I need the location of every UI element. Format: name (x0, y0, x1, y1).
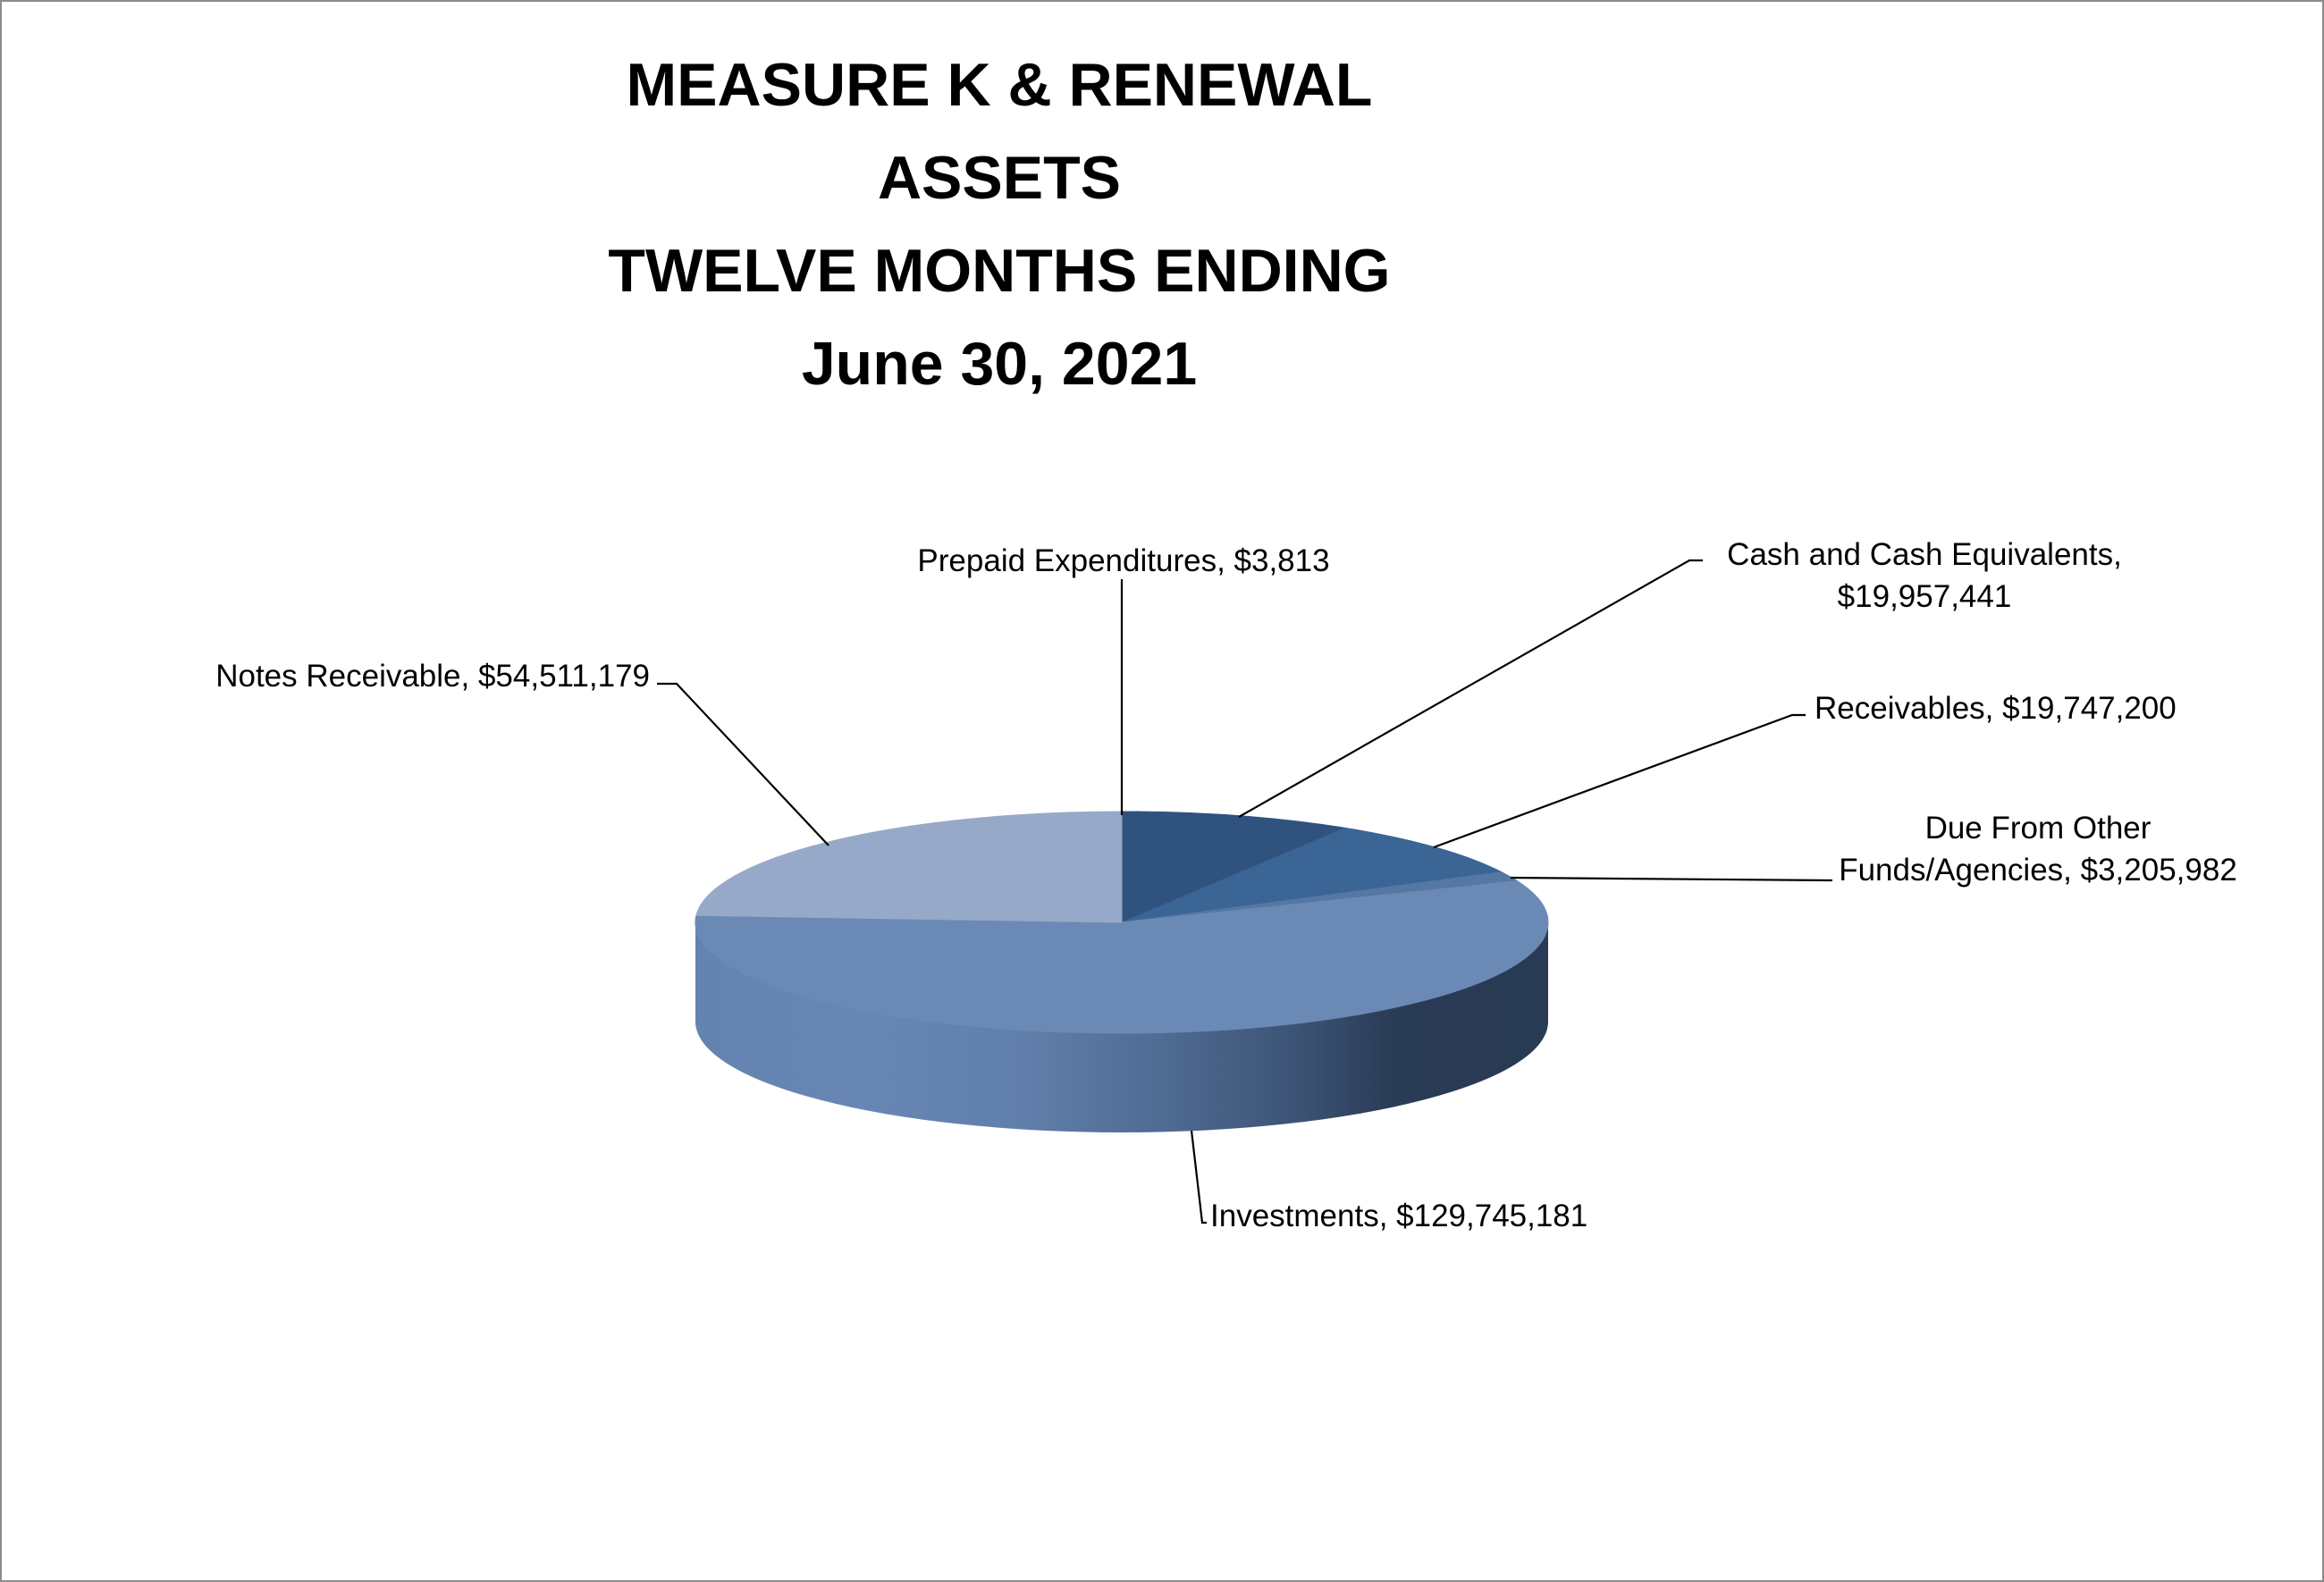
leader-line-due-from-other-funds-agencies (1510, 876, 1833, 882)
data-label-notes-receivable-line-1: Notes Receivable, $54,511,179 (215, 659, 650, 694)
data-label-investments-line-1: Investments, $129,745,181 (1210, 1199, 1587, 1233)
pie-slices (695, 811, 1549, 1034)
chart-title-line-2: ASSETS (878, 144, 1121, 212)
pie-side-wall (695, 922, 1548, 1132)
data-label-receivables-line-1: Receivables, $19,747,200 (1815, 691, 2177, 726)
data-label-due-from-other-funds-agencies-line-2: Funds/Agencies, $3,205,982 (1839, 853, 2237, 888)
leader-line-cash-and-cash-equivalents (1238, 559, 1703, 818)
pie-side-wall-face (695, 922, 1548, 1132)
leader-line-receivables (1433, 713, 1806, 849)
data-label-cash-and-cash-equivalents-line-1: Cash and Cash Equivalents, (1727, 537, 2122, 572)
chart-title: MEASURE K & RENEWAL ASSETS TWELVE MONTHS… (608, 51, 1390, 398)
pie-slice-cash-and-cash-equivalents (1121, 811, 1348, 923)
data-label-cash-and-cash-equivalents-line-2: $19,957,441 (1838, 579, 2012, 614)
chart-title-line-1: MEASURE K & RENEWAL (627, 51, 1373, 119)
data-label-prepaid-expenditures-line-1: Prepaid Expenditures, $3,813 (917, 543, 1329, 578)
leader-line-investments (1190, 1130, 1207, 1224)
pie-slice-notes-receivable (695, 811, 1123, 923)
pie-data-labels: Prepaid Expenditures, $3,813 Cash and Cas… (215, 537, 2237, 1233)
leader-line-notes-receivable (657, 682, 829, 846)
data-label-due-from-other-funds-agencies-line-1: Due From Other (1925, 811, 2151, 846)
chart-title-line-4: June 30, 2021 (802, 330, 1197, 398)
chart-title-line-3: TWELVE MONTHS ENDING (608, 237, 1390, 305)
